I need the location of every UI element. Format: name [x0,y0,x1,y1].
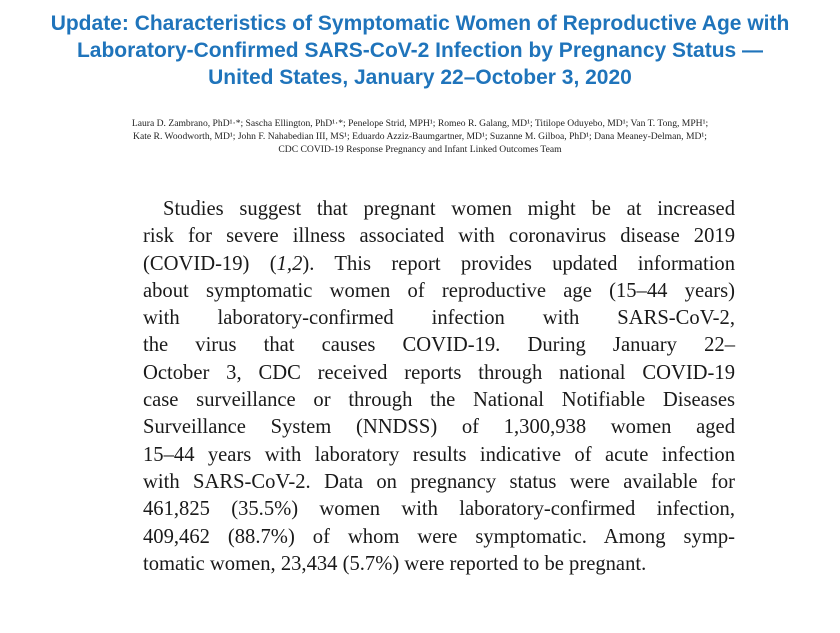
abstract-line: 15–44 years with laboratory results indi… [143,443,735,466]
abstract-line: tomatic women, 23,434 (5.7%) were report… [143,552,647,575]
abstract-line: 461,825 (35.5%) women with laboratory-co… [143,498,735,521]
title-line: United States, January 22–October 3, 202… [208,66,632,89]
author-line: Kate R. Woodworth, MD¹; John F. Nahabedi… [133,131,707,142]
abstract-line: the virus that causes COVID-19. During J… [143,334,735,357]
abstract-line: (COVID-19) (1,2). This report provides u… [143,252,736,275]
abstract-line: about symptomatic women of reproductive … [143,279,735,302]
author-line: Laura D. Zambrano, PhD¹·*; Sascha Elling… [131,118,709,129]
abstract-line: with SARS-CoV-2. Data on pregnancy statu… [143,470,735,493]
abstract-line: with laboratory-confirmed infection with… [143,307,735,330]
title-line: Update: Characteristics of Symptomatic W… [50,12,790,35]
abstract-line: case surveillance or through the Nationa… [143,389,735,412]
abstract-line: October 3, CDC received reports through … [143,361,735,384]
abstract-line: risk for severe illness associated with … [143,225,735,248]
title-line: Laboratory-Confirmed SARS-CoV-2 Infectio… [76,39,764,62]
author-list: Laura D. Zambrano, PhD¹·*; Sascha Elling… [4,117,836,156]
abstract-line: 409,462 (88.7%) of whom were symptomatic… [143,525,735,548]
abstract-line: Studies suggest that pregnant women migh… [163,198,735,220]
abstract-paragraph: Studies suggest that pregnant women migh… [143,196,735,578]
author-team: CDC COVID-19 Response Pregnancy and Infa… [278,144,562,155]
abstract-line: Surveillance System (NNDSS) of 1,300,938… [143,416,735,439]
report-title: Update: Characteristics of Symptomatic W… [10,10,830,91]
citation-reference: 1,2 [276,252,303,275]
